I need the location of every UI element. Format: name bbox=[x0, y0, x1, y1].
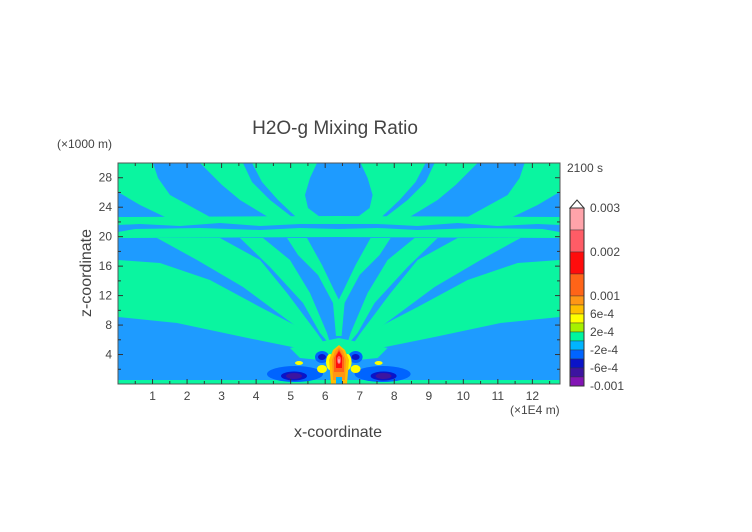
colorbar-segment bbox=[569, 304, 585, 315]
colorbar-label: 0.003 bbox=[590, 201, 620, 215]
colorbar-label: 2e-4 bbox=[590, 325, 614, 339]
colorbar-label: 0.001 bbox=[590, 289, 620, 303]
x-tick-label: 11 bbox=[492, 389, 505, 403]
colorbar-segment bbox=[569, 367, 585, 378]
colorbar-segment bbox=[569, 322, 585, 333]
colorbar-extend-triangle bbox=[568, 199, 586, 209]
y-tick-label: 24 bbox=[99, 200, 113, 214]
colorbar-label: 6e-4 bbox=[590, 307, 614, 321]
y-axis-label: z-coordinate bbox=[78, 229, 95, 317]
contour-field bbox=[118, 163, 560, 384]
colorbar-segment bbox=[569, 273, 585, 297]
x-tick-labels: 1 2 3 4 5 6 7 8 9 10 11 12 bbox=[149, 389, 539, 403]
colorbar-segment bbox=[569, 331, 585, 342]
y-tick-label: 28 bbox=[99, 171, 113, 185]
x-tick-label: 7 bbox=[356, 389, 363, 403]
x-tick-label: 4 bbox=[253, 389, 260, 403]
x-tick-label: 12 bbox=[526, 389, 540, 403]
x-tick-label: 2 bbox=[184, 389, 191, 403]
x-tick-label: 1 bbox=[149, 389, 156, 403]
y-tick-labels: 4 8 12 16 20 24 28 bbox=[99, 171, 113, 362]
source-core bbox=[329, 345, 349, 384]
colorbar-segment bbox=[569, 207, 585, 231]
colorbar-segment bbox=[569, 349, 585, 360]
colorbar-labels: 0.003 0.002 0.001 6e-4 2e-4 -2e-4 -6e-4 … bbox=[590, 201, 624, 393]
plot-frame bbox=[117, 162, 561, 385]
colorbar-label: 0.002 bbox=[590, 245, 620, 259]
x-tick-label: 6 bbox=[322, 389, 329, 403]
y-tick-label: 12 bbox=[99, 289, 113, 303]
x-tick-label: 9 bbox=[425, 389, 432, 403]
colorbar-frame bbox=[569, 207, 585, 387]
colorbar-segment bbox=[569, 229, 585, 253]
colorbar-segment bbox=[569, 358, 585, 369]
y-tick-label: 4 bbox=[105, 348, 112, 362]
colorbar-segment bbox=[569, 295, 585, 306]
x-tick-label: 10 bbox=[457, 389, 471, 403]
colorbar-label: -2e-4 bbox=[590, 343, 618, 357]
colorbar-segment bbox=[569, 340, 585, 351]
y-tick-label: 8 bbox=[105, 318, 112, 332]
time-label: 2100 s bbox=[567, 161, 603, 175]
x-tick-label: 5 bbox=[287, 389, 294, 403]
x-axis-label: x-coordinate bbox=[294, 424, 382, 441]
chart-title: H2O-g Mixing Ratio bbox=[252, 118, 418, 139]
x-tick-label: 3 bbox=[218, 389, 225, 403]
colorbar-segment bbox=[569, 251, 585, 275]
colorbar bbox=[568, 199, 586, 387]
y-tick-label: 20 bbox=[99, 230, 113, 244]
x-unit-label: (×1E4 m) bbox=[510, 403, 560, 417]
y-tick-label: 16 bbox=[99, 259, 113, 273]
y-unit-label: (×1000 m) bbox=[57, 137, 112, 151]
colorbar-segment bbox=[569, 376, 585, 387]
colorbar-segment bbox=[569, 313, 585, 324]
colorbar-label: -6e-4 bbox=[590, 361, 618, 375]
axis-ticks bbox=[118, 163, 560, 384]
colorbar-label: -0.001 bbox=[590, 379, 624, 393]
x-tick-label: 8 bbox=[391, 389, 398, 403]
